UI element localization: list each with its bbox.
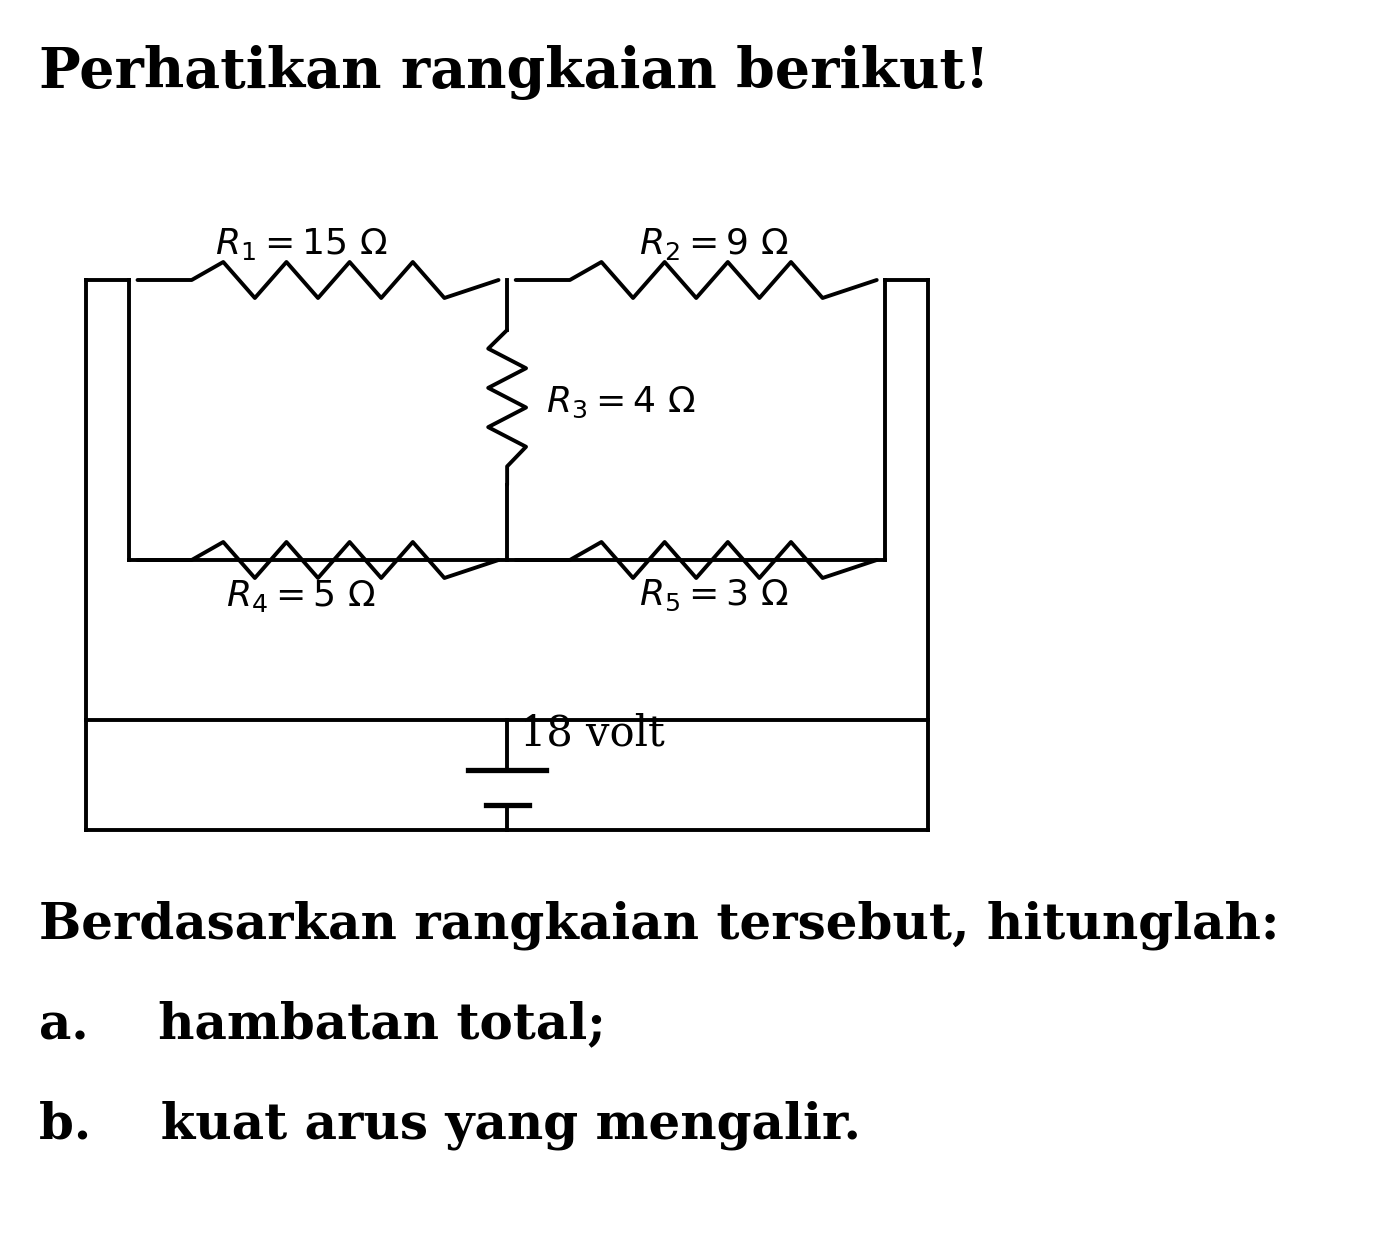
Text: b.    kuat arus yang mengalir.: b. kuat arus yang mengalir. bbox=[39, 1100, 861, 1149]
Text: $R_4 = 5\ \Omega$: $R_4 = 5\ \Omega$ bbox=[226, 578, 376, 614]
Text: $R_3 = 4\ \Omega$: $R_3 = 4\ \Omega$ bbox=[546, 384, 695, 420]
Text: $R_5 = 3\ \Omega$: $R_5 = 3\ \Omega$ bbox=[638, 578, 788, 614]
Text: $R_1 = 15\ \Omega$: $R_1 = 15\ \Omega$ bbox=[215, 226, 387, 262]
Text: Perhatikan rangkaian berikut!: Perhatikan rangkaian berikut! bbox=[39, 45, 989, 100]
Text: Berdasarkan rangkaian tersebut, hitunglah:: Berdasarkan rangkaian tersebut, hitungla… bbox=[39, 900, 1279, 950]
Text: $R_2 = 9\ \Omega$: $R_2 = 9\ \Omega$ bbox=[638, 226, 788, 262]
Text: a.    hambatan total;: a. hambatan total; bbox=[39, 999, 606, 1049]
Text: 18 volt: 18 volt bbox=[520, 713, 664, 755]
